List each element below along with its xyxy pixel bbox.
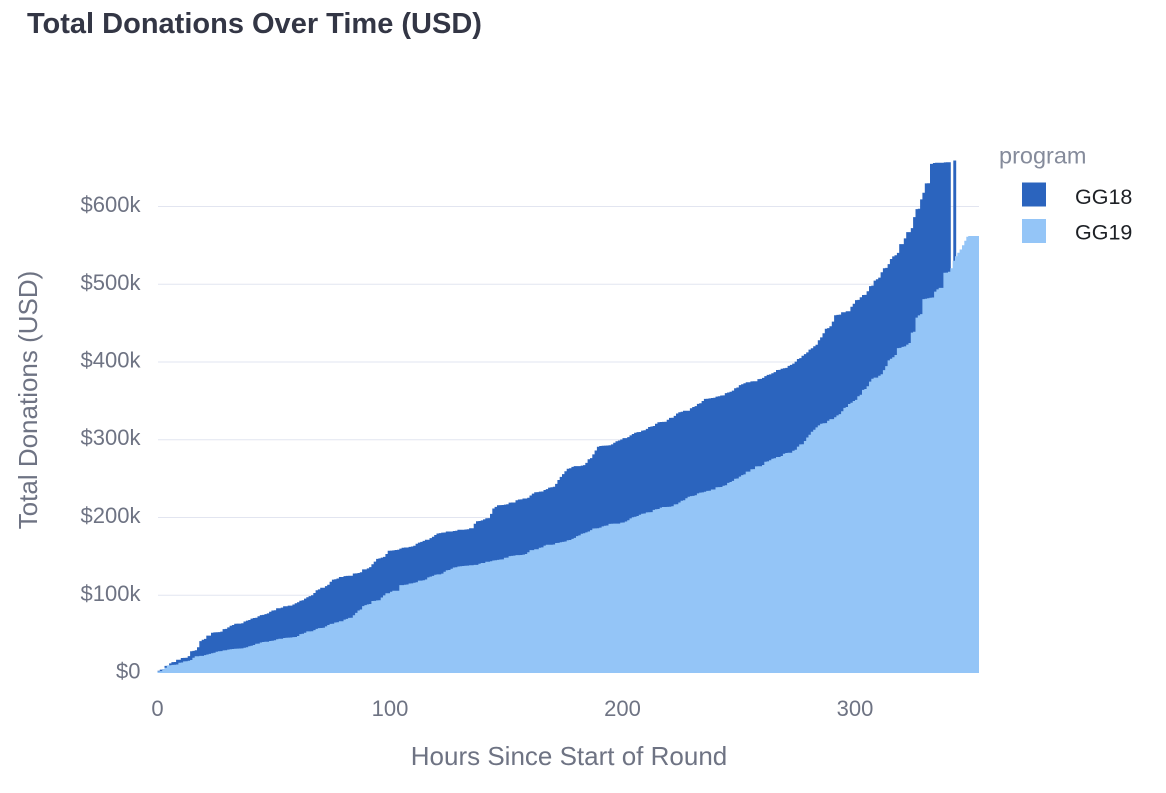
svg-text:0: 0 xyxy=(151,696,163,721)
svg-text:100: 100 xyxy=(372,696,409,721)
svg-text:$0: $0 xyxy=(116,659,140,684)
svg-text:$400k: $400k xyxy=(81,348,142,373)
svg-text:$300k: $300k xyxy=(81,425,142,450)
svg-text:Total Donations (USD): Total Donations (USD) xyxy=(13,271,43,530)
svg-text:Total Donations Over Time (USD: Total Donations Over Time (USD) xyxy=(27,8,482,40)
svg-text:GG19: GG19 xyxy=(1075,221,1132,245)
svg-text:Hours Since Start of Round: Hours Since Start of Round xyxy=(411,741,728,771)
svg-text:$200k: $200k xyxy=(81,503,142,528)
svg-text:$500k: $500k xyxy=(81,270,142,295)
svg-text:GG18: GG18 xyxy=(1075,185,1132,209)
svg-text:$100k: $100k xyxy=(81,581,142,606)
svg-text:program: program xyxy=(999,143,1087,169)
svg-text:200: 200 xyxy=(604,696,641,721)
svg-text:300: 300 xyxy=(837,696,874,721)
svg-text:$600k: $600k xyxy=(81,192,142,217)
